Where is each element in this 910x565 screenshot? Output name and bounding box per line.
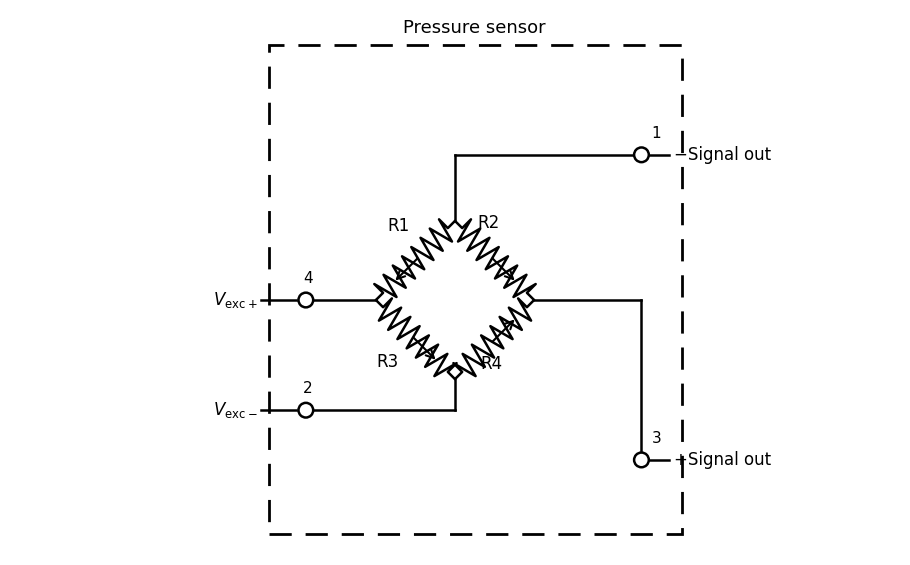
Text: −Signal out: −Signal out [674,146,772,164]
Text: +Signal out: +Signal out [674,451,772,469]
Text: R1: R1 [388,217,410,235]
Text: 1: 1 [652,125,662,141]
Circle shape [634,147,649,162]
Text: $V_\mathregular{exc-}$: $V_\mathregular{exc-}$ [213,400,258,420]
Text: Pressure sensor: Pressure sensor [403,19,546,37]
Circle shape [298,403,313,418]
Circle shape [298,293,313,307]
Text: R3: R3 [376,353,399,371]
Text: 3: 3 [652,431,662,446]
Text: 2: 2 [303,381,313,396]
Circle shape [634,453,649,467]
Text: R4: R4 [480,355,503,373]
Text: R2: R2 [478,214,500,232]
Text: $V_\mathregular{exc+}$: $V_\mathregular{exc+}$ [213,290,258,310]
Bar [268,45,682,534]
Text: 4: 4 [303,271,313,286]
